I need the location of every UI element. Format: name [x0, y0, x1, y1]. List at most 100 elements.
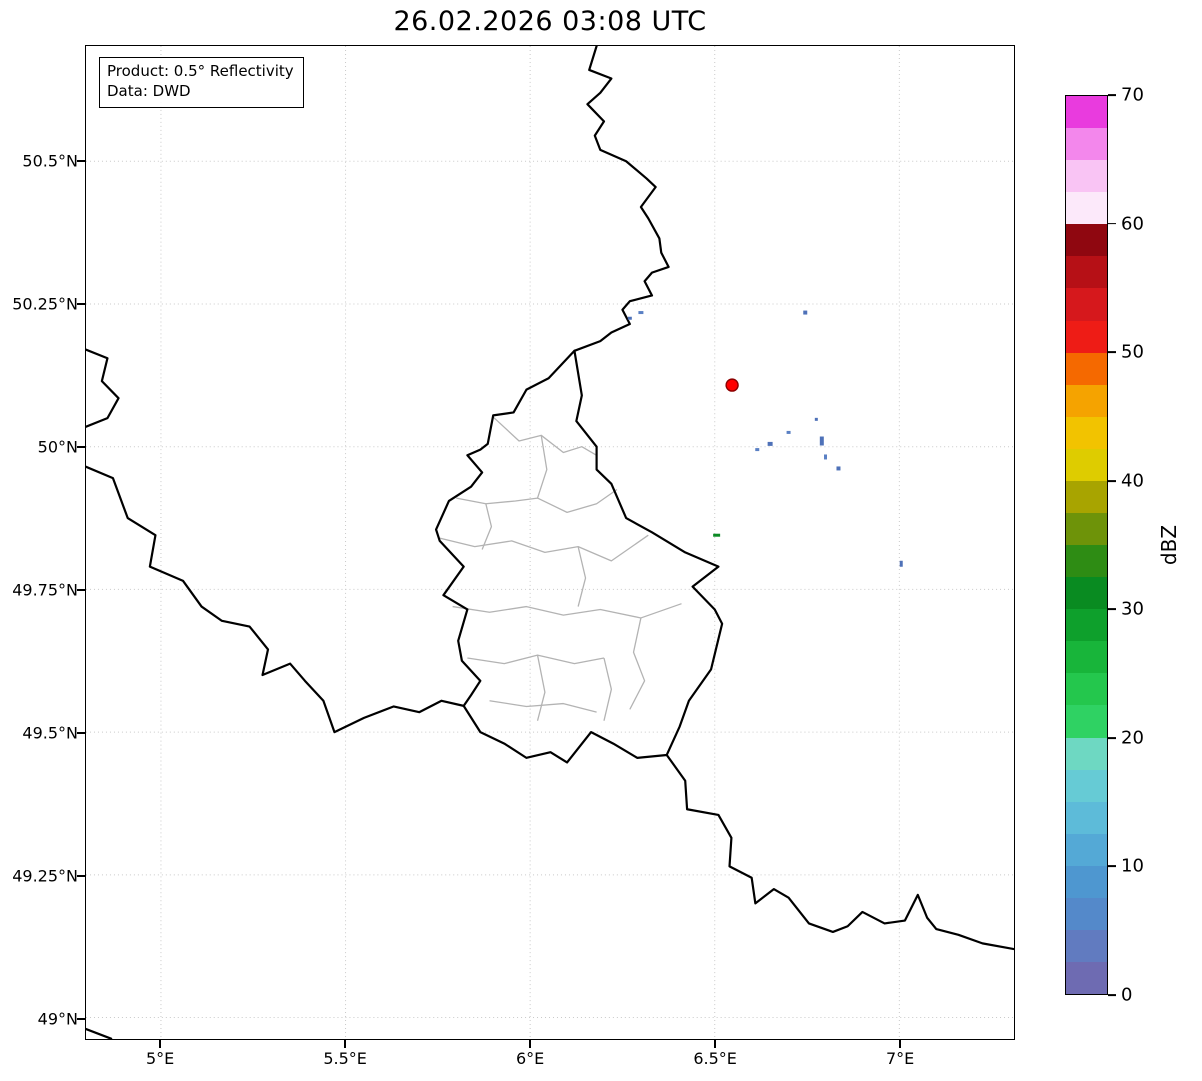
colorbar-swatch [1066, 160, 1107, 193]
colorbar-label: dBZ [1157, 524, 1181, 566]
canton-boundary [481, 503, 493, 550]
radar-echo [755, 448, 760, 452]
colorbar [1065, 95, 1108, 995]
colorbar-tick-mark [1108, 608, 1116, 611]
lat-tick-label: 50.25°N [12, 294, 78, 314]
radar-echo [638, 311, 644, 315]
colorbar-swatch [1066, 288, 1107, 321]
colorbar-tick-mark [1108, 865, 1116, 868]
canton-boundary [603, 657, 613, 721]
colorbar-label-wrap: dBZ [1146, 95, 1192, 995]
lat-tick-mark [77, 159, 85, 162]
country-border [86, 348, 120, 428]
country-border [86, 1027, 113, 1039]
colorbar-tick-mark [1108, 94, 1116, 96]
canton-boundary [536, 435, 548, 499]
lat-tick-mark [77, 588, 85, 591]
colorbar-swatch [1066, 128, 1107, 161]
colorbar-swatch [1066, 577, 1107, 610]
country-border [434, 349, 724, 764]
lon-tick-mark [529, 1040, 532, 1048]
colorbar-swatch [1066, 352, 1107, 385]
colorbar-swatch [1066, 224, 1107, 257]
lon-tick-label: 5.5°E [323, 1049, 367, 1068]
colorbar-swatch [1066, 448, 1107, 481]
canton-boundary [577, 546, 587, 607]
map-plot-area: Product: 0.5° Reflectivity Data: DWD [85, 45, 1015, 1040]
annotation-box: Product: 0.5° Reflectivity Data: DWD [99, 57, 304, 108]
annotation-source: Data: DWD [107, 82, 191, 101]
canton-boundary [467, 654, 605, 665]
lat-tick-mark [77, 445, 85, 448]
radar-echo [713, 533, 721, 537]
radar-echo [767, 441, 773, 446]
lat-tick-label: 50°N [37, 437, 78, 457]
colorbar-swatch [1066, 480, 1107, 514]
country-border [665, 753, 1014, 951]
colorbar-tick-label: 70 [1121, 84, 1144, 106]
country-border [86, 465, 465, 734]
colorbar-swatch [1066, 641, 1107, 674]
colorbar-swatch [1066, 384, 1107, 417]
colorbar-tick-label: 30 [1121, 598, 1144, 620]
colorbar-tick-label: 10 [1121, 855, 1144, 877]
colorbar-tick-mark [1108, 351, 1116, 354]
radar-echo [814, 417, 818, 421]
lon-tick-mark [159, 1040, 162, 1048]
lat-tick-label: 50.5°N [22, 151, 78, 171]
radar-echo [824, 454, 828, 460]
colorbar-swatch [1066, 769, 1107, 802]
canton-boundary [439, 534, 649, 562]
colorbar-swatch [1066, 320, 1107, 353]
radar-echo [836, 466, 841, 471]
lat-tick-label: 49.25°N [12, 866, 78, 886]
canton-boundary [452, 603, 682, 619]
lon-tick-label: 5°E [145, 1049, 175, 1068]
canton-boundary [629, 617, 646, 710]
colorbar-swatch [1066, 705, 1107, 738]
colorbar-swatch [1066, 513, 1107, 546]
lon-tick-mark [899, 1040, 902, 1048]
radar-site-marker [725, 378, 739, 392]
country-border [573, 46, 670, 352]
radar-echo [899, 560, 903, 567]
lat-tick-mark [77, 874, 85, 877]
canton-boundary [456, 488, 618, 514]
colorbar-tick-label: 0 [1121, 984, 1133, 1006]
colorbar-tick-label: 20 [1121, 727, 1144, 749]
colorbar-swatches [1066, 96, 1107, 995]
lat-tick-mark [77, 731, 85, 734]
colorbar-swatch [1066, 416, 1107, 449]
colorbar-swatch [1066, 673, 1107, 706]
colorbar-tick-mark [1108, 479, 1116, 482]
lat-tick-mark [77, 302, 85, 305]
map-canvas [86, 46, 1014, 1039]
colorbar-swatch [1066, 962, 1107, 995]
colorbar-tick-mark [1108, 736, 1116, 739]
canton-boundary [489, 700, 597, 713]
lon-tick-label: 6.5°E [693, 1049, 737, 1068]
colorbar-swatch [1066, 930, 1107, 963]
radar-echo [819, 436, 824, 446]
radar-echo [627, 316, 632, 320]
lon-tick-label: 6°E [515, 1049, 545, 1068]
lat-tick-label: 49°N [37, 1009, 78, 1029]
colorbar-swatch [1066, 192, 1107, 225]
colorbar-tick-label: 50 [1121, 341, 1144, 363]
colorbar-swatch [1066, 545, 1107, 578]
colorbar-tick-label: 60 [1121, 213, 1144, 235]
lon-tick-label: 7°E [885, 1049, 915, 1068]
colorbar-swatch [1066, 737, 1107, 770]
plot-title: 26.02.2026 03:08 UTC [393, 6, 707, 37]
annotation-product: Product: 0.5° Reflectivity [107, 62, 294, 80]
colorbar-tick-mark [1108, 994, 1116, 996]
colorbar-swatch [1066, 865, 1107, 898]
colorbar-swatch [1066, 897, 1107, 931]
lon-tick-mark [714, 1040, 717, 1048]
colorbar-swatch [1066, 256, 1107, 289]
canton-boundary [492, 416, 597, 456]
lon-tick-mark [344, 1040, 347, 1048]
colorbar-tick-mark [1108, 222, 1116, 225]
colorbar-swatch [1066, 833, 1107, 866]
